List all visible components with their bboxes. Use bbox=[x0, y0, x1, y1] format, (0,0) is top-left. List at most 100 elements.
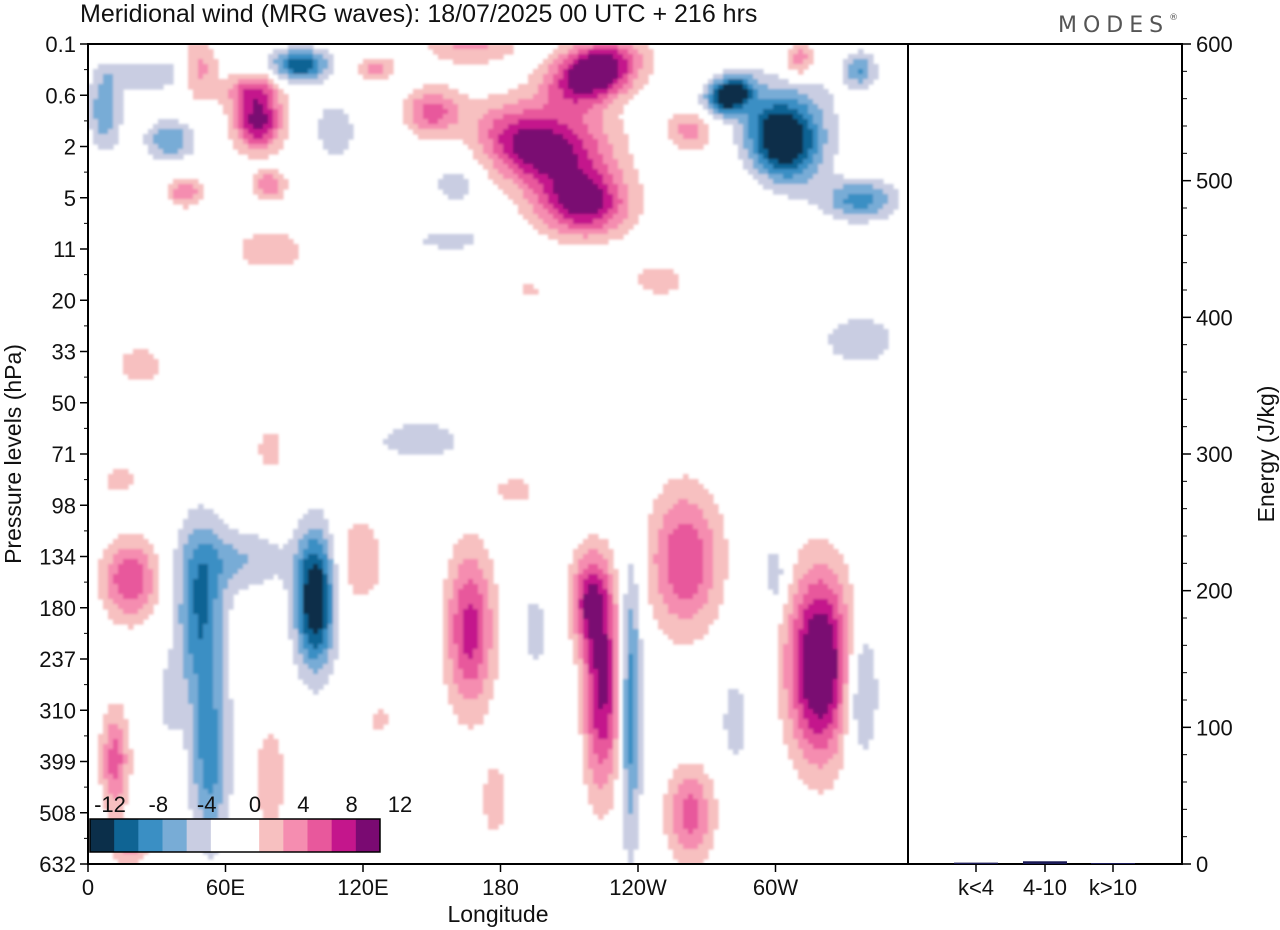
contour-cell bbox=[278, 189, 284, 195]
contour-cell bbox=[818, 104, 834, 110]
contour-cell bbox=[293, 654, 304, 660]
contour-cell bbox=[758, 159, 769, 165]
contour-cell bbox=[838, 639, 844, 645]
contour-cell bbox=[348, 579, 379, 585]
contour-cell bbox=[798, 549, 839, 555]
contour-cell bbox=[833, 604, 839, 610]
contour-cell bbox=[593, 44, 619, 50]
contour-cell bbox=[548, 174, 589, 180]
contour-cell bbox=[263, 174, 274, 180]
contour-cell bbox=[608, 104, 624, 110]
contour-cell bbox=[163, 709, 194, 715]
contour-cell bbox=[613, 54, 624, 60]
contour-cell bbox=[553, 179, 594, 185]
contour-cell bbox=[198, 684, 214, 690]
contour-cell bbox=[793, 664, 799, 670]
contour-cell bbox=[288, 589, 294, 595]
contour-cell bbox=[628, 624, 634, 630]
contour-cell bbox=[628, 89, 639, 95]
contour-cell bbox=[828, 564, 849, 570]
contour-cell bbox=[253, 134, 264, 140]
contour-cell bbox=[458, 659, 484, 665]
contour-cell bbox=[143, 569, 154, 575]
contour-cell bbox=[583, 599, 604, 605]
contour-cell bbox=[683, 799, 699, 805]
contour-cell bbox=[633, 654, 639, 660]
contour-cell bbox=[783, 614, 789, 620]
contour-cell bbox=[763, 119, 799, 125]
contour-cell bbox=[478, 624, 484, 630]
contour-cell bbox=[623, 664, 629, 670]
contour-cell bbox=[843, 654, 849, 660]
contour-cell bbox=[618, 59, 629, 65]
contour-cell bbox=[883, 189, 899, 195]
contour-cell bbox=[833, 629, 839, 635]
contour-cell bbox=[168, 184, 179, 190]
contour-cell bbox=[328, 609, 334, 615]
contour-cell bbox=[598, 679, 609, 685]
contour-cell bbox=[303, 554, 309, 560]
contour-cell bbox=[418, 134, 479, 140]
contour-cell bbox=[208, 579, 219, 585]
contour-cell bbox=[323, 604, 329, 610]
contour-cell bbox=[478, 159, 494, 165]
contour-cell bbox=[183, 669, 194, 675]
contour-cell bbox=[223, 779, 234, 785]
contour-cell bbox=[608, 94, 619, 100]
contour-cell bbox=[793, 569, 809, 575]
contour-cell bbox=[193, 604, 209, 610]
contour-cell bbox=[308, 539, 319, 545]
contour-cell bbox=[523, 179, 539, 185]
contour-cell bbox=[593, 744, 614, 750]
contour-cell bbox=[598, 94, 609, 100]
contour-cell bbox=[573, 559, 579, 565]
contour-cell bbox=[213, 529, 239, 535]
contour-cell bbox=[843, 584, 854, 590]
contour-cell bbox=[503, 189, 524, 195]
contour-cell bbox=[198, 624, 204, 630]
contour-cell bbox=[608, 674, 614, 680]
contour-cell bbox=[173, 639, 184, 645]
contour-cell bbox=[548, 64, 559, 70]
contour-cell bbox=[793, 674, 799, 680]
contour-cell bbox=[183, 639, 189, 645]
contour-cell bbox=[208, 564, 224, 570]
contour-cell bbox=[143, 134, 154, 140]
contour-cell bbox=[228, 114, 234, 120]
contour-cell bbox=[253, 104, 264, 110]
y-tick-label: 71 bbox=[52, 442, 76, 467]
contour-cell bbox=[583, 769, 594, 775]
contour-cell bbox=[813, 134, 819, 140]
contour-cell bbox=[213, 644, 224, 650]
contour-cell bbox=[193, 734, 199, 740]
contour-cell bbox=[833, 204, 854, 210]
contour-cell bbox=[443, 654, 449, 660]
contour-cell bbox=[188, 699, 199, 705]
contour-cell bbox=[793, 44, 809, 50]
contour-cell bbox=[203, 809, 219, 815]
contour-cell bbox=[568, 139, 584, 145]
contour-cell bbox=[373, 714, 389, 720]
contour-cell bbox=[858, 659, 874, 665]
contour-cell bbox=[678, 594, 694, 600]
contour-cell bbox=[98, 119, 114, 125]
contour-cell bbox=[818, 169, 834, 175]
modes-logo: MODES® bbox=[1058, 13, 1178, 38]
contour-cell bbox=[803, 49, 814, 55]
contour-cell bbox=[793, 684, 799, 690]
contour-cell bbox=[588, 534, 599, 540]
contour-cell bbox=[183, 594, 189, 600]
contour-cell bbox=[328, 594, 334, 600]
contour-cell bbox=[653, 499, 679, 505]
contour-cell bbox=[348, 544, 379, 550]
contour-cell bbox=[613, 649, 619, 655]
contour-cell bbox=[818, 144, 824, 150]
contour-cell bbox=[423, 84, 449, 90]
contour-cell bbox=[793, 724, 799, 730]
contour-cell bbox=[718, 84, 724, 90]
contour-cell bbox=[793, 619, 804, 625]
contour-cell bbox=[98, 744, 104, 750]
contour-cell bbox=[143, 564, 149, 570]
contour-cell bbox=[173, 589, 184, 595]
contour-cell bbox=[698, 124, 709, 130]
